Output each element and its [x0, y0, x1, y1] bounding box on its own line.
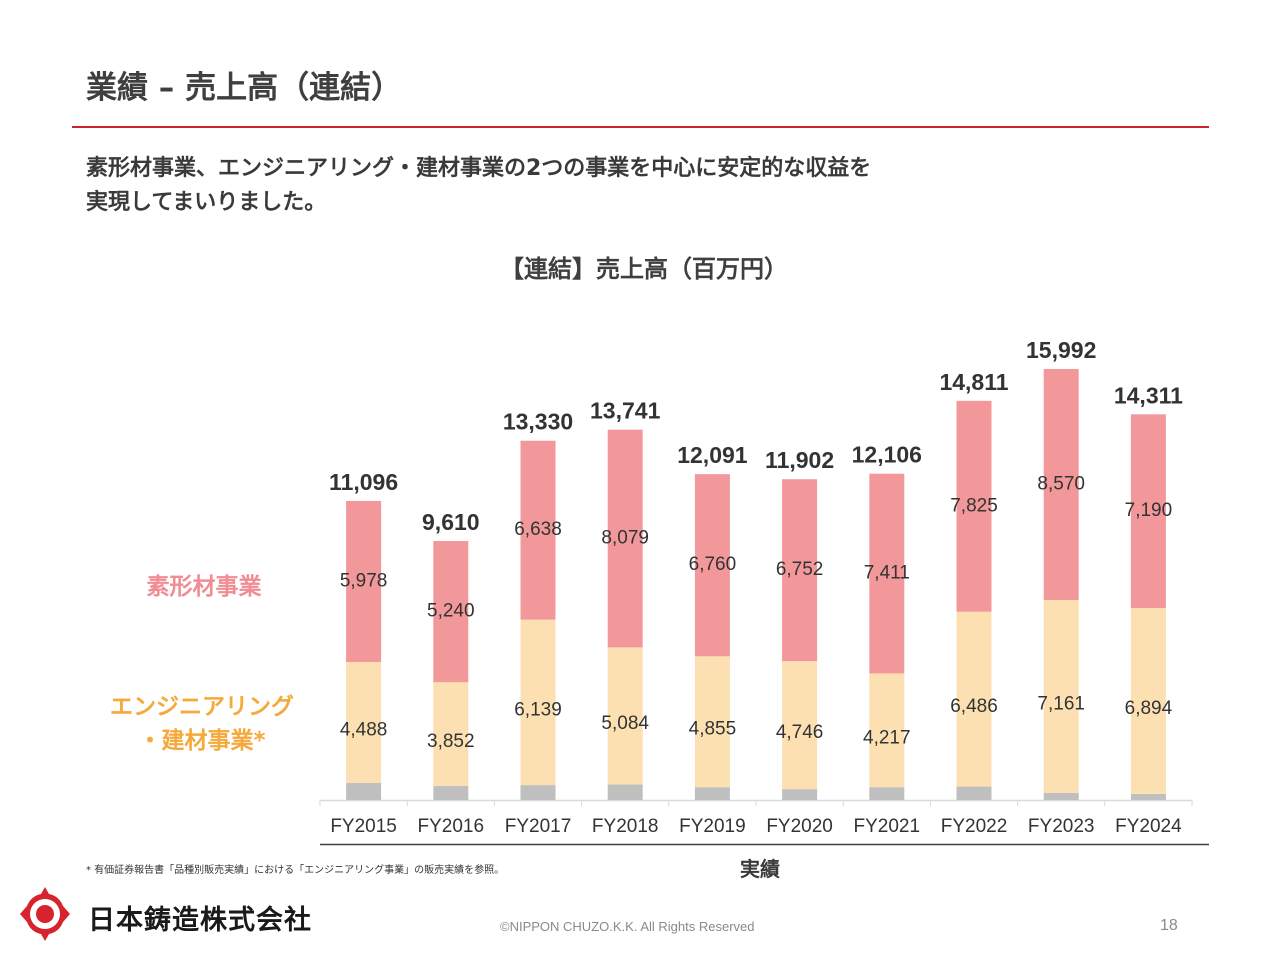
bar-segment-other — [956, 786, 992, 800]
data-label: 7,825 — [950, 495, 998, 516]
legend-engineering-line-2: ・建材事業* — [138, 728, 266, 754]
page-title: 業績 – 売上高（連結） — [86, 70, 403, 106]
x-tick-label: FY2020 — [766, 816, 833, 837]
company-logo-icon — [20, 887, 70, 941]
data-label: 7,161 — [1037, 693, 1085, 714]
bar-segment-engineering — [607, 647, 643, 785]
data-label: 4,488 — [340, 720, 388, 741]
bar-segment-engineering — [1043, 599, 1079, 793]
x-tick-label: FY2021 — [854, 816, 921, 837]
data-label: 6,894 — [1125, 698, 1173, 719]
bar-segment-sokei — [1130, 414, 1166, 609]
bar-segment-other — [694, 787, 730, 800]
data-label: 4,217 — [863, 727, 911, 748]
x-tick-label: FY2017 — [505, 816, 572, 837]
total-label: 12,106 — [852, 442, 922, 468]
bars — [346, 369, 1166, 800]
chart-title-text: 【連結】売上高（百万円） — [500, 255, 788, 283]
bar-segment-sokei — [869, 473, 905, 674]
bar-segment-other — [869, 787, 905, 800]
data-label: 5,084 — [601, 713, 649, 734]
data-label: 6,760 — [689, 554, 737, 575]
bar-segment-engineering — [433, 682, 469, 787]
bar-segment-sokei — [520, 440, 556, 620]
x-tick-label: FY2018 — [592, 816, 659, 837]
bar-segment-sokei — [607, 429, 643, 648]
total-label: 14,311 — [1114, 382, 1183, 408]
bar-segment-other — [1130, 793, 1166, 800]
x-axis-title: 実績 — [740, 857, 780, 881]
data-label: 5,978 — [340, 571, 388, 592]
bar-segment-other — [1043, 792, 1079, 800]
bar-segment-engineering — [782, 661, 818, 790]
total-label: 12,091 — [677, 442, 748, 468]
bar-segment-other — [520, 785, 556, 800]
legend-engineering-line-1: エンジニアリング — [110, 694, 294, 720]
data-label: 5,240 — [427, 601, 475, 622]
bar-segment-engineering — [956, 611, 992, 787]
x-tick-label: FY2016 — [418, 816, 485, 837]
data-label: 6,486 — [950, 696, 998, 717]
footnote: * 有価証券報告書「品種別販売実績」における「エンジニアリング事業」の販売実績を… — [86, 865, 505, 876]
bar-segment-engineering — [346, 662, 382, 784]
total-label: 9,610 — [422, 509, 480, 535]
total-label: 13,330 — [503, 409, 573, 435]
lead-text-line-1: 素形材事業、エンジニアリング・建材事業の2つの事業を中心に安定的な収益を — [86, 156, 872, 181]
total-label: 13,741 — [590, 398, 661, 424]
x-tick-label: FY2015 — [330, 816, 397, 837]
total-label: 14,811 — [939, 369, 1008, 395]
lead-text-line-2: 実現してまいりました。 — [86, 190, 327, 215]
bar-segment-sokei — [433, 541, 469, 683]
data-label: 8,570 — [1037, 473, 1085, 494]
data-label: 7,190 — [1125, 500, 1173, 521]
bar-segment-sokei — [694, 474, 730, 657]
total-label: 15,992 — [1026, 337, 1096, 363]
x-axis — [319, 799, 1209, 846]
bar-segment-sokei — [346, 500, 382, 663]
data-label: 6,139 — [514, 699, 562, 720]
company-name-logotype: 日本鋳造株式会社 — [88, 905, 312, 936]
x-tick-label: FY2024 — [1115, 816, 1182, 837]
bar-segment-other — [346, 783, 382, 800]
bar-segment-sokei — [782, 479, 818, 662]
total-label: 11,096 — [329, 469, 398, 495]
bar-segment-engineering — [869, 673, 905, 788]
bar-segment-engineering — [1130, 608, 1166, 794]
data-label: 6,752 — [776, 559, 824, 580]
title-divider — [72, 126, 1209, 128]
data-label: 4,855 — [689, 719, 737, 740]
bar-segment-engineering — [694, 656, 730, 788]
chart-title: 【連結】売上高（百万円） — [0, 249, 1280, 284]
data-label: 7,411 — [864, 563, 910, 584]
bar-segment-engineering — [520, 619, 556, 786]
copyright-text: ©NIPPON CHUZO.K.K. All Rights Reserved — [500, 919, 755, 934]
bar-segment-other — [433, 786, 469, 800]
bar-segment-sokei — [956, 400, 992, 612]
data-label: 4,746 — [776, 722, 824, 743]
bar-segment-other — [782, 789, 818, 800]
legend-engineering: エンジニアリング ・建材事業* — [96, 690, 308, 758]
data-label: 3,852 — [427, 731, 475, 752]
x-tick-label: FY2019 — [679, 816, 746, 837]
data-labels: 4,488 5,978 11,096 FY2015 3,852 5,240 9,610 FY2… — [329, 337, 1183, 837]
data-label: 6,638 — [514, 519, 562, 540]
data-label: 8,079 — [601, 528, 649, 549]
legend-sokei: 素形材事業 — [146, 574, 262, 600]
page-number: 18 — [1160, 917, 1178, 934]
total-label: 11,902 — [765, 447, 834, 473]
x-tick-label: FY2022 — [941, 816, 1008, 837]
x-tick-label: FY2023 — [1028, 816, 1095, 837]
bar-segment-sokei — [1043, 369, 1079, 600]
bar-segment-other — [607, 784, 643, 800]
